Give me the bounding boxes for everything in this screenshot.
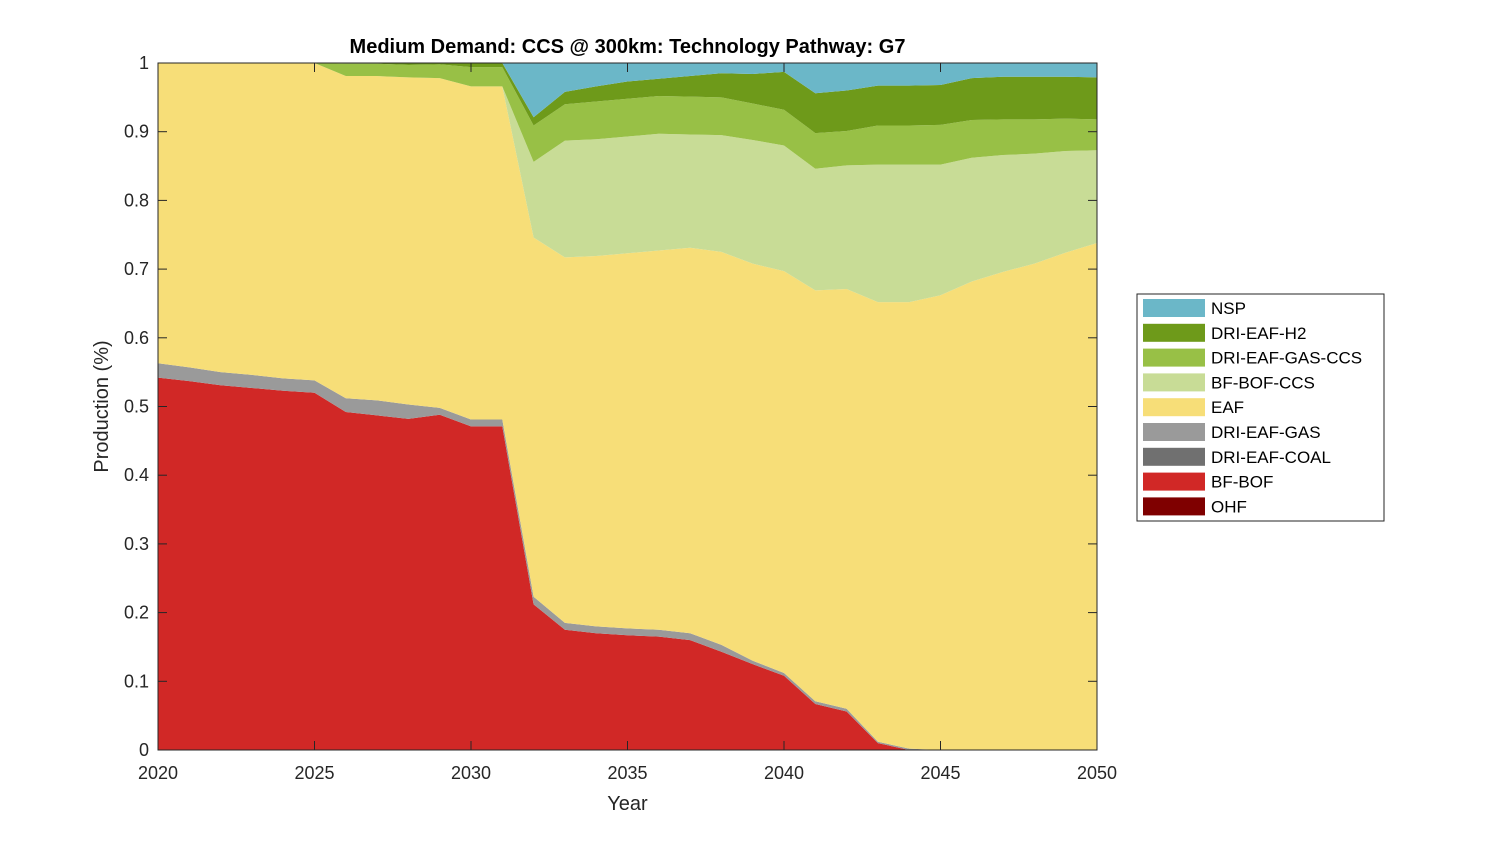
area-bf-bof	[158, 377, 1097, 750]
legend-swatch-bf-bof	[1143, 472, 1205, 491]
y-tick-label: 0.5	[124, 397, 149, 417]
legend-label-dri-eaf-gas-ccs: DRI-EAF-GAS-CCS	[1211, 349, 1362, 368]
legend-swatch-ohf	[1143, 497, 1205, 516]
y-axis-label: Production (%)	[91, 340, 113, 472]
y-tick-label: 1	[139, 53, 149, 73]
legend-swatch-dri-eaf-gas-ccs	[1143, 348, 1205, 367]
y-axis-ticks: 0 0.1 0.2 0.3 0.4 0.5 0.6 0.7 0.8 0.9 1	[124, 53, 1097, 760]
chart-title: Medium Demand: CCS @ 300km: Technology P…	[350, 36, 906, 58]
legend-label-bf-bof: BF-BOF	[1211, 473, 1273, 492]
y-tick-label: 0	[139, 740, 149, 760]
legend-label-dri-eaf-h2: DRI-EAF-H2	[1211, 324, 1306, 343]
legend-swatch-dri-eaf-coal	[1143, 447, 1205, 466]
area-series-group	[158, 63, 1097, 750]
legend: NSP DRI-EAF-H2 DRI-EAF-GAS-CCS BF-BOF-CCS EA…	[1136, 293, 1385, 522]
y-tick-label: 0.9	[124, 122, 149, 142]
y-tick-label: 0.6	[124, 328, 149, 348]
x-axis-ticks: 2020 2025 2030 2035 2040 2045 2050	[138, 63, 1117, 783]
x-tick-label: 2045	[920, 763, 960, 783]
y-tick-label: 0.3	[124, 534, 149, 554]
x-tick-label: 2025	[294, 763, 334, 783]
legend-label-ohf: OHF	[1211, 497, 1247, 516]
y-tick-label: 0.4	[124, 465, 149, 485]
y-tick-label: 0.1	[124, 671, 149, 691]
legend-swatch-dri-eaf-h2	[1143, 323, 1205, 342]
legend-swatch-bf-bof-ccs	[1143, 373, 1205, 392]
legend-label-bf-bof-ccs: BF-BOF-CCS	[1211, 373, 1315, 392]
legend-label-nsp: NSP	[1211, 299, 1246, 318]
area-bf-bof-ccs	[158, 63, 1097, 303]
legend-swatch-nsp	[1143, 299, 1205, 317]
y-tick-label: 0.8	[124, 190, 149, 210]
area-nsp	[158, 63, 1097, 118]
legend-label-eaf: EAF	[1211, 398, 1244, 417]
x-tick-label: 2020	[138, 763, 178, 783]
area-eaf	[158, 63, 1097, 750]
x-tick-label: 2050	[1077, 763, 1117, 783]
x-tick-label: 2030	[451, 763, 491, 783]
area-dri-eaf-h2	[158, 63, 1097, 134]
legend-swatch-eaf	[1143, 398, 1205, 417]
legend-swatch-dri-eaf-gas	[1143, 423, 1205, 441]
x-axis-label: Year	[607, 793, 648, 815]
x-tick-label: 2040	[764, 763, 804, 783]
y-tick-label: 0.2	[124, 603, 149, 623]
x-tick-label: 2035	[607, 763, 647, 783]
area-dri-eaf-gas-ccs	[158, 63, 1097, 169]
legend-label-dri-eaf-coal: DRI-EAF-COAL	[1211, 448, 1331, 467]
legend-label-dri-eaf-gas: DRI-EAF-GAS	[1211, 423, 1321, 442]
y-tick-label: 0.7	[124, 259, 149, 279]
